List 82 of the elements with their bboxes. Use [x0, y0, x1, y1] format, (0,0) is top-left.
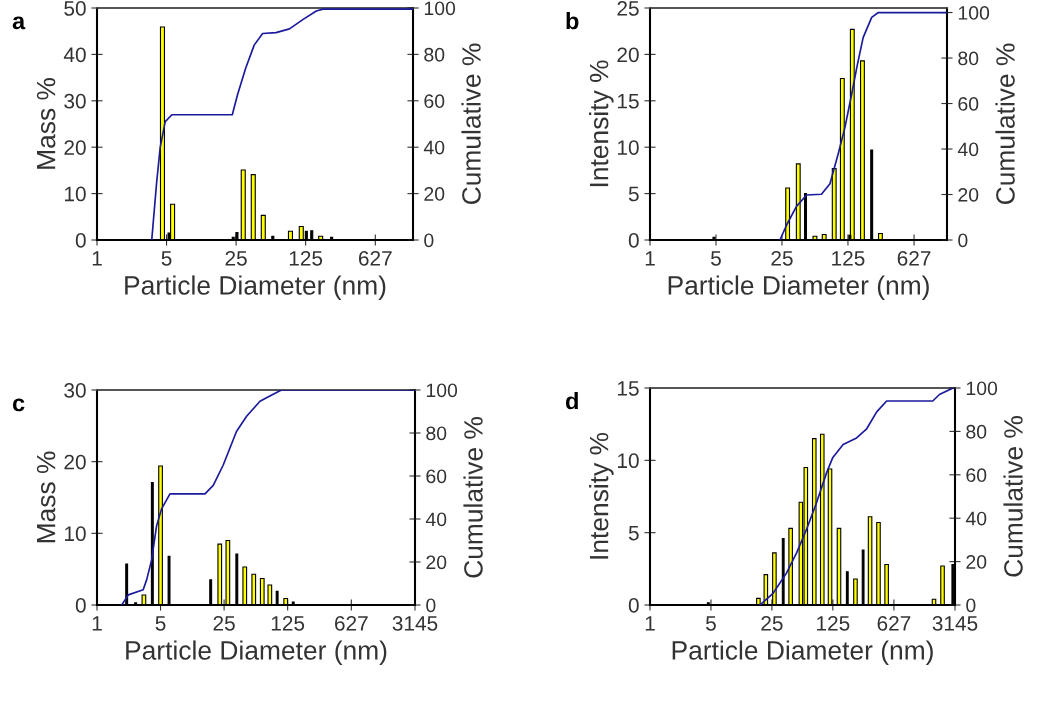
y2-axis-title: Cumulative % — [995, 43, 1015, 205]
x-tick-label: 25 — [771, 250, 793, 266]
y2-tick-label: 0 — [966, 598, 976, 613]
y2-tick-label: 80 — [958, 51, 979, 66]
chart-title: a — [12, 16, 26, 30]
y2-tick-label: 40 — [957, 142, 979, 157]
y2-tick-label: 40 — [423, 140, 445, 155]
x-axis-title: Particle Diameter (nm) — [668, 275, 929, 300]
y-tick-label: 0 — [628, 233, 639, 248]
y2-tick-label: 100 — [424, 1, 456, 16]
y-tick-label: 0 — [628, 598, 639, 613]
x-tick-label: 3145 — [932, 615, 978, 631]
y2-tick-label: 80 — [426, 426, 447, 441]
y-tick-label: 15 — [618, 381, 639, 396]
x-tick-label: 627 — [897, 250, 931, 266]
y-tick-label: 10 — [618, 453, 639, 469]
y2-tick-label: 20 — [958, 187, 979, 202]
x-axis-title: Particle Diameter (nm) — [672, 640, 933, 665]
y2-tick-label: 0 — [424, 233, 434, 248]
y2-axis-title: Cumulative % — [461, 43, 481, 205]
y2-axis-title: Cumulative % — [1003, 416, 1023, 577]
y2-tick-label: 20 — [966, 555, 987, 569]
y-tick-label: 0 — [75, 233, 86, 248]
x-tick-label: 627 — [358, 250, 392, 266]
y2-tick-label: 100 — [966, 381, 998, 396]
y2-tick-label: 80 — [966, 424, 987, 439]
y-axis-title: Mass % — [36, 451, 56, 543]
y-tick-label: 10 — [618, 140, 639, 155]
y2-tick-label: 20 — [426, 555, 447, 570]
x-tick-label: 5 — [705, 616, 716, 631]
y2-axis-title: Cumulative % — [463, 417, 483, 578]
y2-tick-label: 100 — [958, 6, 990, 20]
y-tick-label: 50 — [64, 1, 86, 16]
x-tick-label: 125 — [832, 250, 865, 266]
y-tick-label: 15 — [618, 94, 639, 109]
y-tick-label: 10 — [65, 526, 86, 542]
y2-tick-label: 40 — [425, 512, 447, 527]
x-tick-label: 3145 — [392, 615, 438, 631]
x-axis-title: Particle Diameter (nm) — [126, 640, 387, 665]
y-tick-label: 5 — [628, 525, 639, 541]
y-axis-title: Intensity % — [589, 432, 614, 559]
chart-title: c — [12, 398, 25, 412]
y2-tick-label: 0 — [426, 598, 436, 613]
y2-tick-label: 0 — [958, 233, 968, 248]
x-tick-label: 125 — [817, 615, 850, 631]
y2-tick-label: 60 — [966, 468, 987, 483]
x-tick-label: 1 — [92, 616, 102, 631]
y2-tick-label: 60 — [958, 97, 979, 111]
x-tick-label: 5 — [161, 251, 172, 266]
x-tick-label: 125 — [289, 250, 323, 266]
y-tick-label: 20 — [64, 454, 86, 470]
y2-tick-label: 40 — [965, 511, 987, 526]
y2-tick-label: 60 — [424, 94, 445, 109]
x-tick-label: 25 — [213, 615, 235, 631]
x-tick-label: 5 — [155, 616, 166, 631]
chart-title: d — [565, 392, 578, 410]
y-tick-label: 40 — [63, 47, 86, 63]
x-tick-label: 1 — [645, 251, 655, 266]
y2-tick-label: 60 — [426, 469, 447, 484]
x-tick-label: 627 — [335, 615, 368, 631]
y-axis-title: Intensity % — [589, 60, 614, 187]
y-axis-title: Mass % — [36, 78, 56, 169]
y-tick-label: 0 — [75, 598, 86, 613]
y2-tick-label: 80 — [424, 47, 445, 62]
y-tick-label: 25 — [617, 1, 639, 16]
x-tick-label: 5 — [711, 251, 721, 266]
x-axis-title: Particle Diameter (nm) — [125, 275, 386, 300]
chart-title: b — [566, 12, 579, 30]
y2-tick-label: 100 — [426, 383, 458, 398]
y-tick-label: 10 — [65, 186, 86, 202]
y-tick-label: 30 — [64, 93, 86, 109]
y2-tick-label: 20 — [424, 187, 445, 201]
x-tick-label: 125 — [271, 615, 305, 631]
y-tick-label: 20 — [617, 47, 639, 63]
x-tick-label: 25 — [225, 250, 247, 266]
y-tick-label: 5 — [628, 186, 639, 202]
x-tick-label: 627 — [877, 615, 911, 631]
y-tick-label: 30 — [64, 383, 86, 398]
y-tick-label: 20 — [64, 140, 86, 155]
x-tick-label: 1 — [645, 616, 655, 631]
x-tick-label: 1 — [92, 251, 102, 266]
x-tick-label: 25 — [761, 615, 783, 631]
